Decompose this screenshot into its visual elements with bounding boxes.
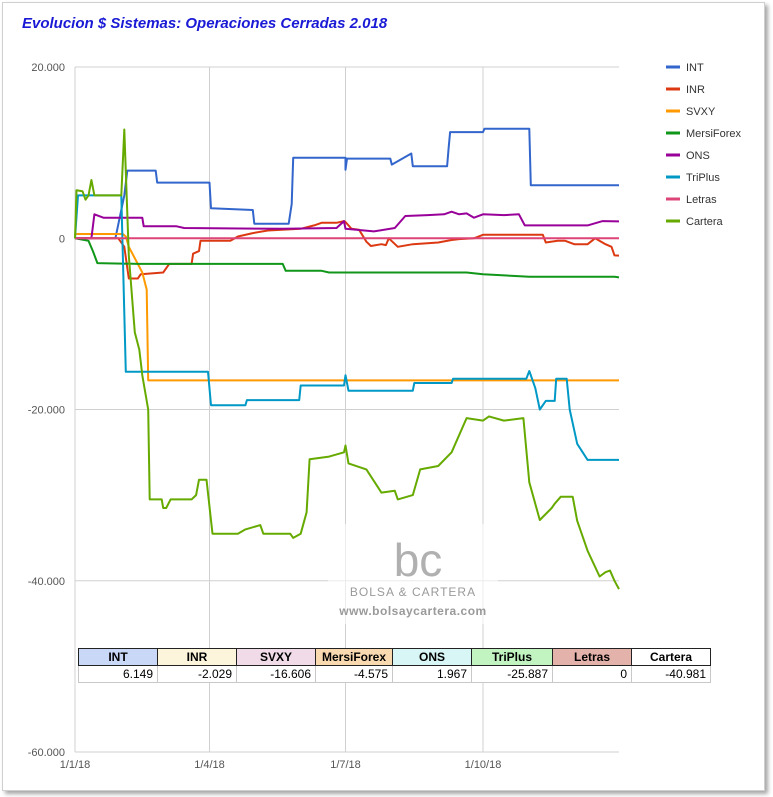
summary-value-cell: -40.981 [631,665,711,683]
summary-header-cell: INR [157,648,237,666]
y-tick-label: -40.000 [28,576,65,588]
watermark-logo: bc [394,534,443,586]
watermark-background [328,524,498,624]
x-tick-label: 1/7/18 [330,759,361,771]
summary-value-cell: 1.967 [392,665,472,683]
summary-header-cell: ONS [392,648,472,666]
summary-header-cell: Cartera [631,648,711,666]
summary-values-row: 6.149 -2.029 -16.606 -4.575 1.967 -25.887 0 -40… [78,665,711,683]
series-line-cartera [74,128,620,590]
series-line-triplus [74,194,619,461]
x-tick-label: 1/4/18 [194,759,225,771]
chart-title: Evolucion $ Sistemas: Operaciones Cerrad… [22,15,388,32]
x-tick-label: 1/10/18 [465,759,502,771]
legend-label: SVXY [686,106,716,118]
x-tick-label: 1/1/18 [60,759,91,771]
legend: INT INR SVXY MersiForex ONS TriPlus Letras Cart… [666,62,742,228]
y-tick-label: 0 [59,233,65,245]
series-line-svxy [75,233,619,382]
summary-header-cell: SVXY [236,648,316,666]
y-tick-label: 20.000 [31,62,65,74]
summary-value-cell: -25.887 [471,665,553,683]
watermark-url: www.bolsaycartera.com [338,604,486,618]
gridlines [74,66,619,753]
y-tick-label: -20.000 [28,405,65,417]
watermark-name: BOLSA & CARTERA [350,585,476,599]
watermark: bc BOLSA & CARTERA www.bolsaycartera.com [328,524,498,624]
series-line-ons [75,210,620,240]
summary-header-cell: MersiForex [315,648,393,666]
summary-header-cell: INT [78,648,158,666]
legend-label: INT [686,62,704,74]
series-line-mersiforex [74,237,620,279]
legend-label: INR [686,84,705,96]
summary-value-cell: -4.575 [315,665,393,683]
legend-label: TriPlus [686,172,720,184]
series-line-int [75,127,619,240]
legend-label: MersiForex [686,128,742,140]
summary-header-cell: Letras [552,648,632,666]
summary-table: INT INR SVXY MersiForex ONS TriPlus Letras Cart… [78,648,711,683]
y-tick-label: -60.000 [28,747,65,759]
legend-label: Letras [686,194,717,206]
summary-value-cell: -16.606 [236,665,316,683]
summary-header-row: INT INR SVXY MersiForex ONS TriPlus Letras Cart… [78,648,711,666]
legend-label: Cartera [686,216,724,228]
summary-value-cell: 6.149 [78,665,158,683]
summary-header-cell: TriPlus [471,648,553,666]
series-lines [74,127,620,590]
legend-label: ONS [686,150,710,162]
summary-value-cell: -2.029 [157,665,237,683]
summary-value-cell: 0 [552,665,632,683]
